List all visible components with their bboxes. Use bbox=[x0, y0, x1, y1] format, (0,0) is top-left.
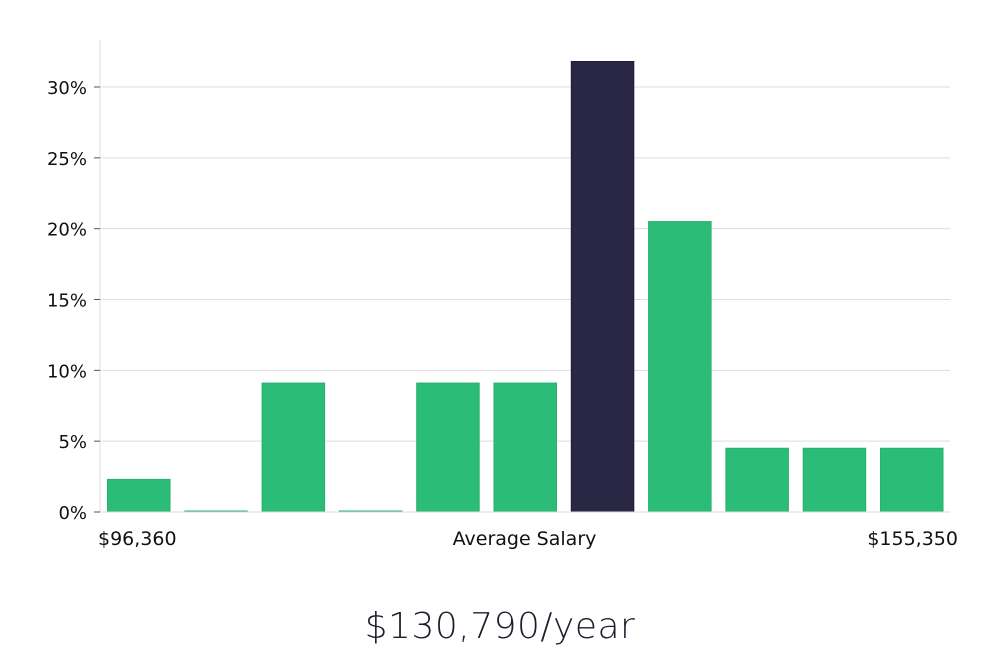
histogram-bar bbox=[493, 382, 557, 513]
y-tick-label: 25% bbox=[47, 149, 87, 170]
x-max-label: $155,350 bbox=[867, 528, 958, 550]
y-tick-label: 30% bbox=[47, 78, 87, 99]
y-tick-label: 15% bbox=[47, 291, 87, 312]
x-min-label: $96,360 bbox=[98, 528, 177, 550]
histogram-bar bbox=[648, 221, 712, 513]
histogram-bar bbox=[107, 478, 171, 513]
histogram-bar-highlight bbox=[570, 61, 635, 513]
histogram-bar bbox=[261, 382, 326, 513]
y-tick-label: 10% bbox=[47, 361, 87, 382]
histogram-bar bbox=[416, 382, 480, 513]
histogram-bar bbox=[880, 447, 944, 513]
y-tick-label: 20% bbox=[47, 220, 87, 241]
average-salary-value: $130,790/year bbox=[364, 606, 636, 647]
x-axis-title: Average Salary bbox=[452, 528, 597, 550]
histogram-bar bbox=[725, 447, 789, 513]
y-tick-label: 0% bbox=[58, 503, 87, 524]
histogram-bar bbox=[802, 447, 867, 513]
y-tick-label: 5% bbox=[58, 432, 87, 453]
